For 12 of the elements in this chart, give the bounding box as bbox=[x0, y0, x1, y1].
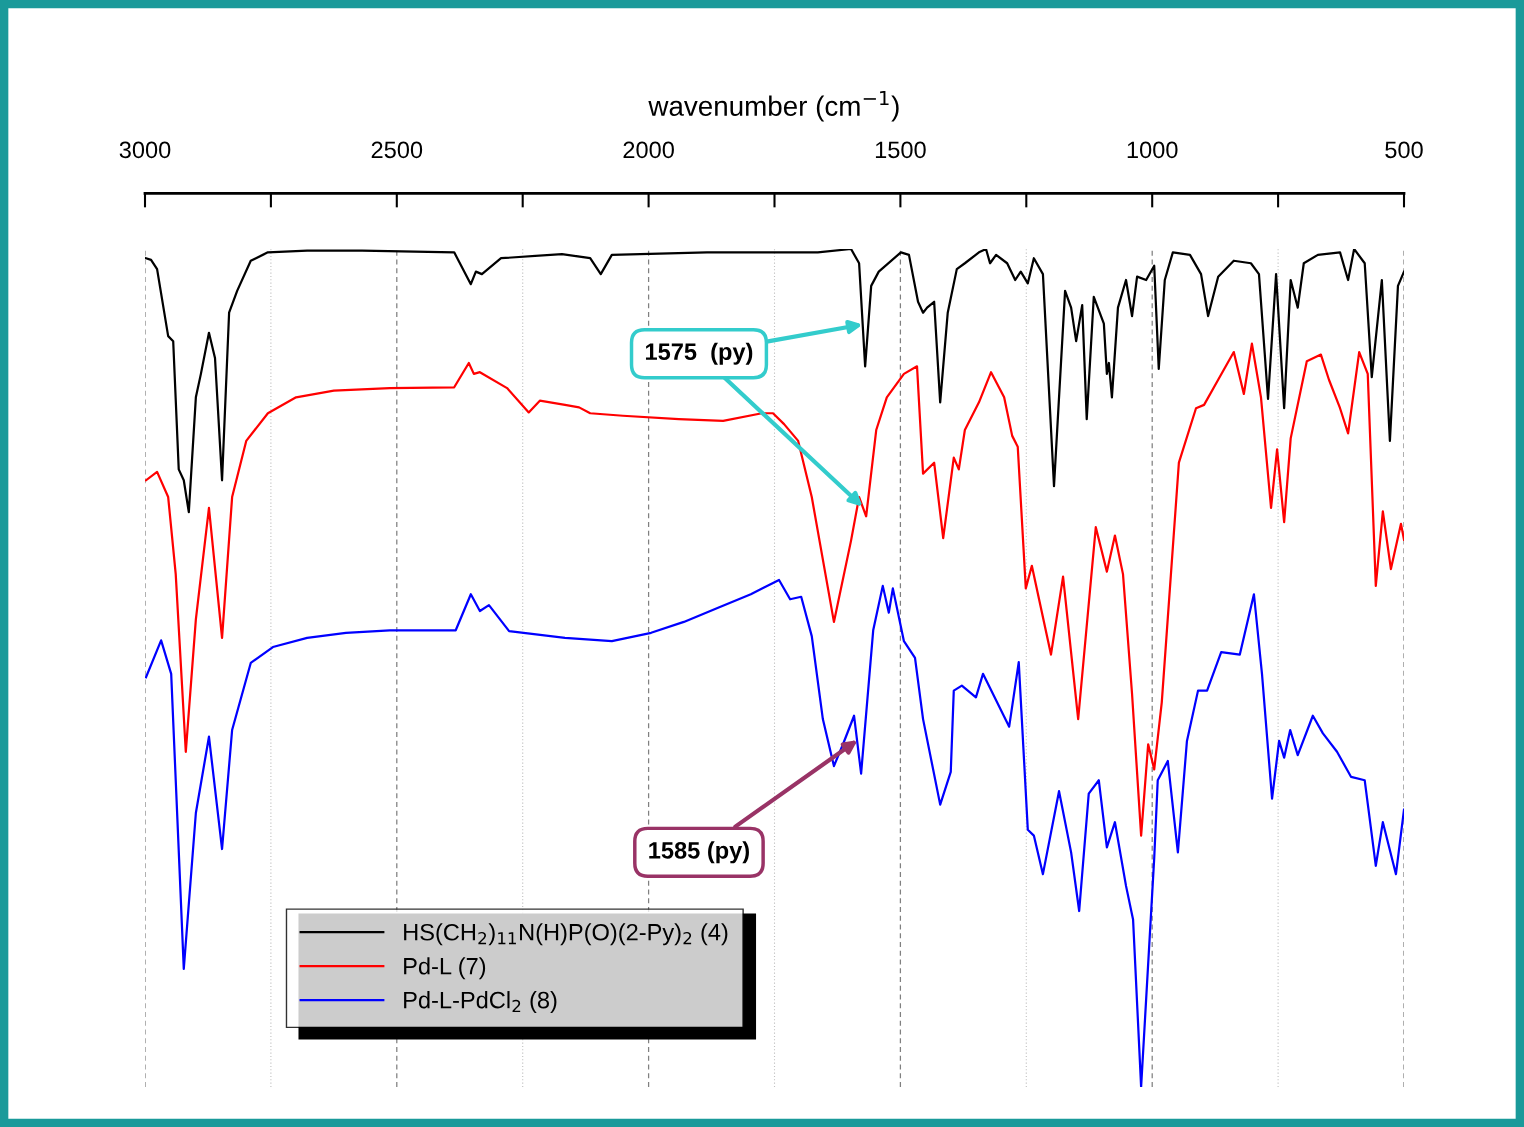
x-tick-label: 1000 bbox=[1127, 141, 1178, 159]
x-tick-label: 2000 bbox=[623, 141, 674, 159]
legend-label: Pd-L-PdCl$_{2}$ (8) bbox=[404, 991, 557, 1014]
x-tick-label: 500 bbox=[1385, 141, 1423, 159]
annotation: 1575 (py) bbox=[645, 342, 753, 365]
legend-label: HS(CH$_{2}$)$_{11}$N(H)P(O)(2-Py)$_{2}$ (4) bbox=[404, 923, 728, 946]
x-tick-label: 1500 bbox=[875, 141, 926, 159]
x-tick-label: 3000 bbox=[119, 141, 171, 159]
annotation: 1585 (py) bbox=[649, 841, 749, 864]
x-axis-title: wavenumber (cm$^{−1}$) bbox=[648, 90, 899, 122]
x-tick-label: 2500 bbox=[371, 141, 423, 159]
legend-label: Pd-L (7) bbox=[404, 957, 486, 980]
